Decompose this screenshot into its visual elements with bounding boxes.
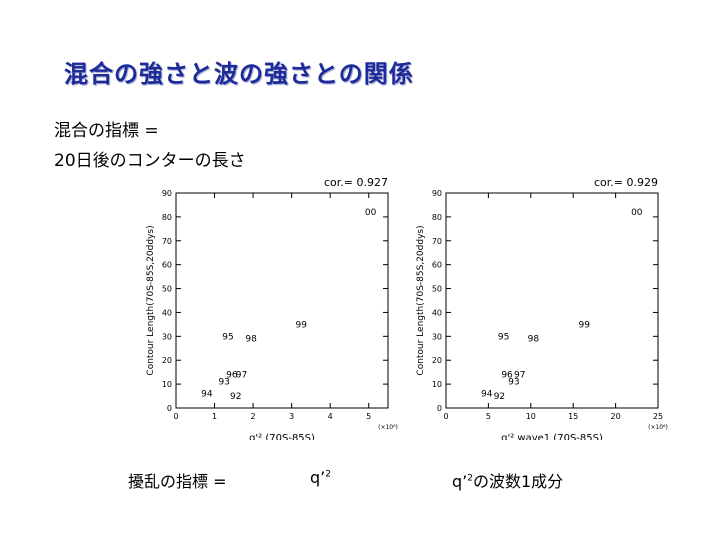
point-label-96: 96	[226, 371, 238, 381]
point-label-94: 94	[201, 390, 213, 400]
y-tick-label: 90	[432, 189, 442, 198]
y-tick-label: 20	[432, 356, 442, 365]
footer-label-right: q’2の波数1成分	[452, 468, 563, 492]
x-axis-label: q'² wave1 (70S-85S)	[501, 433, 603, 440]
point-label-99: 99	[578, 320, 590, 330]
y-tick-label: 20	[162, 356, 172, 365]
footer-right-sup: 2	[467, 473, 473, 484]
x-multiplier-label: (×10⁶)	[648, 424, 668, 431]
point-label-97: 97	[514, 371, 525, 381]
footer-label-mid: q’2	[310, 468, 331, 487]
y-tick-label: 60	[162, 261, 172, 270]
x-multiplier-label: (×10⁶)	[378, 424, 398, 431]
x-axis-label: q'² (70S-85S)	[249, 433, 315, 440]
footer-mid-base: q’	[310, 468, 326, 487]
point-label-96: 96	[501, 371, 513, 381]
point-label-95: 95	[222, 332, 233, 342]
footer-mid-sup: 2	[325, 469, 331, 480]
x-tick-label: 10	[526, 412, 536, 421]
x-tick-label: 4	[328, 412, 333, 421]
point-label-00: 00	[631, 208, 643, 218]
y-tick-label: 10	[162, 380, 172, 389]
y-tick-label: 50	[162, 285, 172, 294]
point-label-98: 98	[528, 335, 540, 345]
point-label-94: 94	[481, 390, 493, 400]
x-tick-label: 15	[568, 412, 578, 421]
footer-label-left: 擾乱の指標 =	[128, 472, 227, 491]
definition-line-1: 混合の指標 =	[54, 121, 159, 141]
plot-frame	[445, 192, 659, 409]
y-tick-label: 10	[432, 380, 442, 389]
y-tick-label: 90	[162, 189, 172, 198]
y-tick-label: 80	[432, 213, 442, 222]
chart-title: cor.= 0.927	[324, 176, 388, 189]
scatter-chart-wave1: 0 5 10 15 20 25 0 10 20 30 40 50 60 70 80 90 cor.= 0.929…	[416, 176, 668, 440]
definition-line-2: 20日後のコンターの長さ	[54, 151, 246, 171]
x-tick-label: 1	[212, 412, 217, 421]
y-tick-label: 0	[437, 404, 442, 413]
point-label-92: 92	[230, 392, 241, 402]
point-label-93: 93	[218, 378, 229, 388]
x-tick-label: 2	[251, 412, 256, 421]
y-tick-label: 30	[162, 332, 172, 341]
y-tick-label: 40	[432, 308, 442, 317]
point-label-00: 00	[365, 208, 377, 218]
x-tick-label: 5	[486, 412, 491, 421]
x-tick-label: 3	[289, 412, 294, 421]
y-tick-label: 80	[162, 213, 172, 222]
chart-title: cor.= 0.929	[594, 176, 658, 189]
x-tick-label: 5	[366, 412, 371, 421]
y-tick-label: 50	[432, 285, 442, 294]
x-tick-label: 25	[653, 412, 663, 421]
point-label-98: 98	[245, 335, 257, 345]
y-tick-label: 70	[162, 237, 172, 246]
y-tick-label: 60	[432, 261, 442, 270]
y-tick-label: 0	[167, 404, 172, 413]
y-axis-label: Contour Length(70S-85S,20ddys)	[146, 225, 156, 375]
x-tick-label: 20	[611, 412, 621, 421]
point-label-97: 97	[236, 371, 247, 381]
plot-frame	[175, 192, 389, 409]
point-label-95: 95	[498, 332, 509, 342]
point-label-93: 93	[508, 378, 519, 388]
y-tick-label: 70	[432, 237, 442, 246]
footer-right-base: q’	[452, 472, 468, 491]
y-tick-label: 40	[162, 308, 172, 317]
point-label-99: 99	[296, 320, 308, 330]
point-label-92: 92	[494, 392, 505, 402]
x-tick-label: 0	[173, 412, 178, 421]
y-axis-label: Contour Length(70S-85S,20ddys)	[416, 225, 426, 375]
slide-title: 混合の強さと波の強さとの関係	[64, 60, 414, 88]
y-tick-label: 30	[432, 332, 442, 341]
footer-right-rest: の波数1成分	[472, 472, 564, 491]
x-tick-label: 0	[443, 412, 448, 421]
